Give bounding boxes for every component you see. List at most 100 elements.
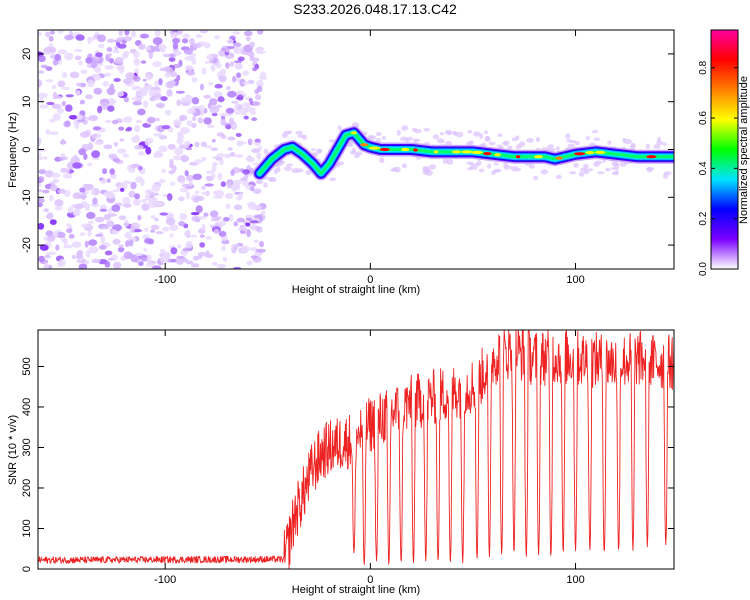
noise-speckle	[613, 163, 620, 167]
noise-speckle	[211, 138, 216, 143]
noise-speckle	[137, 108, 146, 116]
noise-speckle	[235, 133, 242, 137]
snr-line	[38, 330, 674, 569]
noise-speckle	[108, 192, 116, 199]
noise-speckle	[55, 244, 60, 251]
noise-speckle	[192, 43, 202, 49]
noise-speckle	[247, 157, 255, 163]
noise-speckle	[225, 107, 235, 114]
noise-speckle	[503, 162, 509, 168]
noise-speckle	[137, 165, 143, 171]
noise-speckle	[192, 115, 197, 122]
noise-speckle	[39, 244, 49, 251]
noise-speckle	[94, 216, 105, 223]
noise-speckle	[245, 222, 251, 227]
noise-speckle	[469, 162, 475, 168]
noise-speckle	[254, 89, 259, 94]
noise-speckle	[169, 224, 179, 231]
noise-speckle	[611, 167, 616, 170]
noise-speckle	[213, 91, 223, 98]
noise-speckle	[224, 193, 234, 198]
noise-speckle	[39, 97, 44, 103]
noise-speckle	[232, 75, 237, 83]
noise-speckle	[111, 119, 119, 125]
noise-speckle	[246, 229, 251, 238]
noise-speckle	[139, 33, 150, 39]
noise-speckle	[250, 247, 258, 252]
noise-speckle	[315, 148, 322, 155]
noise-speckle	[173, 155, 182, 161]
noise-speckle	[236, 196, 242, 201]
noise-speckle	[585, 135, 591, 141]
noise-speckle	[201, 224, 206, 231]
colorbar-tick-label: 0.2	[698, 211, 709, 225]
noise-speckle	[253, 188, 262, 194]
noise-speckle	[170, 258, 178, 263]
noise-speckle	[117, 43, 127, 49]
noise-speckle	[74, 55, 82, 61]
noise-speckle	[428, 164, 437, 170]
noise-speckle	[250, 255, 258, 259]
noise-speckle	[137, 151, 146, 156]
noise-speckle	[281, 133, 288, 138]
noise-speckle	[328, 139, 336, 143]
noise-speckle	[213, 195, 223, 199]
noise-speckle	[247, 138, 253, 146]
noise-speckle	[662, 173, 669, 179]
noise-speckle	[64, 34, 74, 41]
noise-speckle	[173, 50, 182, 56]
noise-speckle	[98, 245, 107, 250]
noise-speckle	[565, 133, 571, 139]
noise-speckle	[130, 181, 137, 190]
snr-y-tick-label: 0	[21, 566, 33, 572]
noise-speckle	[455, 131, 464, 138]
noise-speckle	[375, 132, 382, 136]
noise-speckle	[100, 234, 106, 243]
noise-speckle	[233, 42, 242, 47]
noise-speckle	[228, 213, 234, 222]
noise-speckle	[80, 192, 87, 201]
noise-speckle	[437, 138, 445, 144]
noise-speckle	[56, 231, 66, 238]
noise-speckle	[136, 92, 144, 97]
noise-speckle	[185, 94, 191, 99]
noise-speckle	[177, 196, 185, 202]
noise-speckle	[432, 134, 440, 140]
noise-speckle	[201, 186, 206, 190]
noise-speckle	[263, 148, 269, 155]
noise-speckle	[236, 217, 245, 223]
noise-speckle	[474, 163, 480, 167]
noise-speckle	[243, 174, 248, 181]
noise-speckle	[117, 91, 125, 97]
noise-speckle	[76, 82, 82, 87]
noise-speckle	[90, 190, 97, 195]
noise-speckle	[150, 215, 156, 219]
noise-speckle	[150, 224, 160, 230]
noise-speckle	[150, 87, 161, 91]
noise-speckle	[214, 35, 220, 40]
noise-speckle	[176, 74, 181, 82]
noise-speckle	[256, 79, 264, 88]
noise-speckle	[196, 196, 205, 201]
noise-speckle	[199, 234, 205, 238]
noise-speckle	[109, 58, 114, 64]
colorbar-tick-label: 0.4	[698, 161, 709, 175]
noise-speckle	[119, 138, 125, 142]
noise-speckle	[82, 183, 93, 189]
ridge-peak	[515, 155, 521, 159]
colorbar-tick-label: 0.6	[698, 111, 709, 125]
chart-title: S233.2026.048.17.13.C42	[293, 1, 457, 17]
noise-speckle	[184, 170, 189, 177]
noise-speckle	[338, 161, 345, 166]
noise-speckle	[147, 200, 158, 209]
noise-speckle	[155, 103, 164, 108]
noise-speckle	[74, 123, 80, 130]
noise-speckle	[150, 192, 160, 196]
noise-speckle	[88, 115, 98, 122]
noise-speckle	[177, 30, 184, 35]
noise-speckle	[250, 186, 255, 192]
colorbar-frame	[710, 29, 739, 270]
noise-speckle	[118, 30, 123, 36]
noise-speckle	[216, 153, 225, 158]
noise-speckle	[155, 231, 164, 235]
